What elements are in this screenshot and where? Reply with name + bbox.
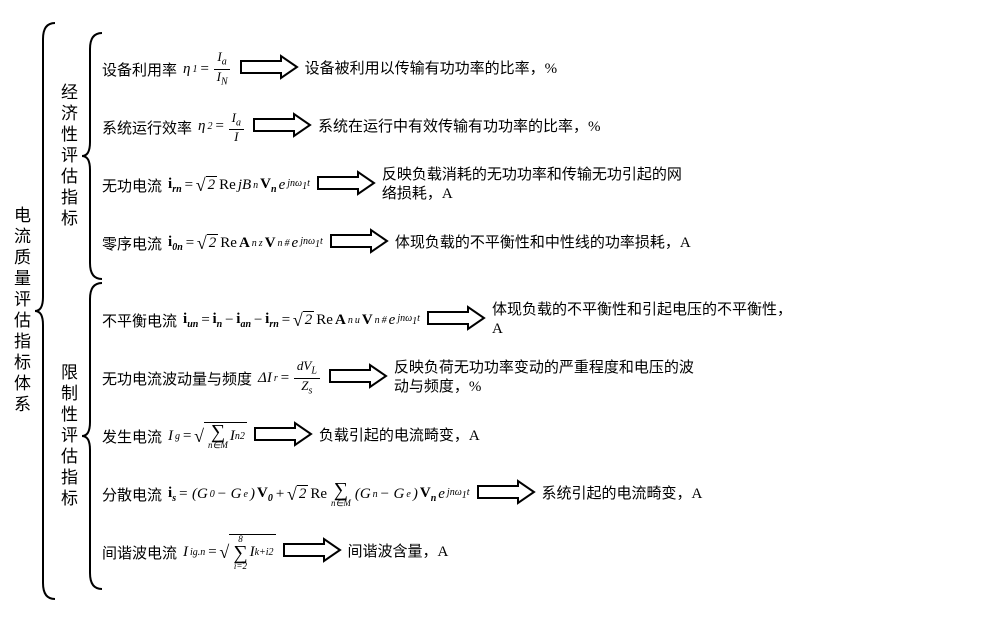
indicator-description: 系统引起的电流畸变，A bbox=[542, 485, 703, 504]
indicator-label: 零序电流 bbox=[102, 233, 162, 254]
group-items: 不平衡电流 iun=in −ian −irn = 2 Re AnuVn# ejnω… bbox=[102, 295, 802, 577]
indicator-row: 设备利用率 η1 = IaIN 设备被利用以传输有功功率的比率，% bbox=[102, 44, 692, 94]
group: 经济性评估指标设备利用率 η1 = IaIN 设备被利用以传输有功功率的比率，% 系统… bbox=[55, 31, 802, 281]
arrow-icon bbox=[328, 363, 388, 394]
indicator-row: 零序电流 i0n = 2 Re AnzVn# ejnω1t 体现负载的不平衡性和中性… bbox=[102, 218, 692, 268]
group-label: 限制性评估指标 bbox=[55, 363, 82, 510]
indicator-label: 不平衡电流 bbox=[102, 310, 177, 331]
indicator-formula: Iig.n = 8∑i=2 Ik+i2 bbox=[183, 534, 276, 569]
arrow-icon bbox=[253, 421, 313, 452]
indicator-row: 系统运行效率 η2 = IaI 系统在运行中有效传输有功功率的比率，% bbox=[102, 102, 692, 152]
indicator-description: 系统在运行中有效传输有功功率的比率，% bbox=[318, 118, 601, 137]
indicator-formula: ΔIr = dVLZs bbox=[258, 359, 322, 396]
indicator-formula: is = (G0 − Ge)V0 + 2 Re ∑n∈M (Gn − Ge)Vn… bbox=[168, 481, 470, 507]
indicator-description: 体现负载的不平衡性和引起电压的不平衡性，A bbox=[492, 301, 802, 339]
indicator-description: 反映负载消耗的无功功率和传输无功引起的网络损耗，A bbox=[382, 166, 692, 204]
indicator-label: 分散电流 bbox=[102, 484, 162, 505]
indicator-row: 分散电流 is = (G0 − Ge)V0 + 2 Re ∑n∈M (Gn − G… bbox=[102, 469, 802, 519]
group-brace bbox=[82, 31, 102, 281]
group-items: 设备利用率 η1 = IaIN 设备被利用以传输有功功率的比率，% 系统运行效率 η2 … bbox=[102, 44, 692, 268]
arrow-icon bbox=[282, 537, 342, 568]
root-label: 电流质量评估指标体系 bbox=[8, 206, 35, 416]
root-brace bbox=[35, 21, 55, 601]
indicator-row: 发生电流 Ig = ∑n∈M In2 负载引起的电流畸变，A bbox=[102, 411, 802, 461]
indicator-label: 间谐波电流 bbox=[102, 542, 177, 563]
indicator-label: 系统运行效率 bbox=[102, 117, 192, 138]
arrow-icon bbox=[476, 479, 536, 510]
arrow-icon bbox=[239, 54, 299, 85]
indicator-formula: η1 = IaIN bbox=[183, 50, 233, 87]
arrow-icon bbox=[252, 112, 312, 143]
indicator-description: 间谐波含量，A bbox=[348, 543, 449, 562]
group-label: 经济性评估指标 bbox=[55, 83, 82, 230]
indicator-row: 无功电流 irn = 2 Re jBnVn ejnω1t 反映负载消耗的无功功率和传… bbox=[102, 160, 692, 210]
indicator-label: 无功电流波动量与频度 bbox=[102, 368, 252, 389]
indicator-row: 间谐波电流 Iig.n = 8∑i=2 Ik+i2 间谐波含量，A bbox=[102, 527, 802, 577]
group-brace bbox=[82, 281, 102, 591]
indicator-row: 不平衡电流 iun=in −ian −irn = 2 Re AnuVn# ejnω… bbox=[102, 295, 802, 345]
indicator-formula: irn = 2 Re jBnVn ejnω1t bbox=[168, 175, 310, 196]
diagram-root: 电流质量评估指标体系 经济性评估指标设备利用率 η1 = IaIN 设备被利用以传输… bbox=[8, 8, 992, 614]
groups-column: 经济性评估指标设备利用率 η1 = IaIN 设备被利用以传输有功功率的比率，% 系统… bbox=[55, 31, 802, 591]
arrow-icon bbox=[329, 228, 389, 259]
group: 限制性评估指标 不平衡电流 iun=in −ian −irn = 2 Re AnuV… bbox=[55, 281, 802, 591]
indicator-formula: i0n = 2 Re AnzVn# ejnω1t bbox=[168, 233, 323, 254]
indicator-formula: iun=in −ian −irn = 2 Re AnuVn# ejnω1t bbox=[183, 310, 420, 331]
indicator-description: 体现负载的不平衡性和中性线的功率损耗，A bbox=[395, 234, 691, 253]
indicator-description: 反映负荷无功功率变动的严重程度和电压的波动与频度，% bbox=[394, 359, 704, 397]
indicator-label: 发生电流 bbox=[102, 426, 162, 447]
indicator-formula: η2 = IaI bbox=[198, 111, 246, 144]
arrow-icon bbox=[426, 305, 486, 336]
indicator-description: 负载引起的电流畸变，A bbox=[319, 427, 480, 446]
indicator-label: 设备利用率 bbox=[102, 59, 177, 80]
indicator-label: 无功电流 bbox=[102, 175, 162, 196]
arrow-icon bbox=[316, 170, 376, 201]
indicator-description: 设备被利用以传输有功功率的比率，% bbox=[305, 60, 558, 79]
indicator-formula: Ig = ∑n∈M In2 bbox=[168, 422, 247, 449]
indicator-row: 无功电流波动量与频度 ΔIr = dVLZs 反映负荷无功功率变动的严重程度和电压的… bbox=[102, 353, 802, 403]
